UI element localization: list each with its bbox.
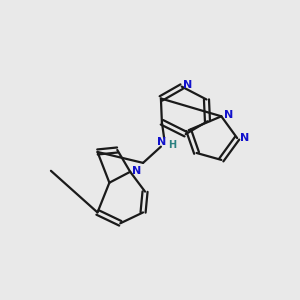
Text: H: H — [169, 140, 177, 150]
Text: N: N — [240, 133, 249, 143]
Text: N: N — [131, 166, 141, 176]
Text: N: N — [183, 80, 192, 90]
Text: N: N — [157, 137, 167, 147]
Text: N: N — [224, 110, 233, 120]
